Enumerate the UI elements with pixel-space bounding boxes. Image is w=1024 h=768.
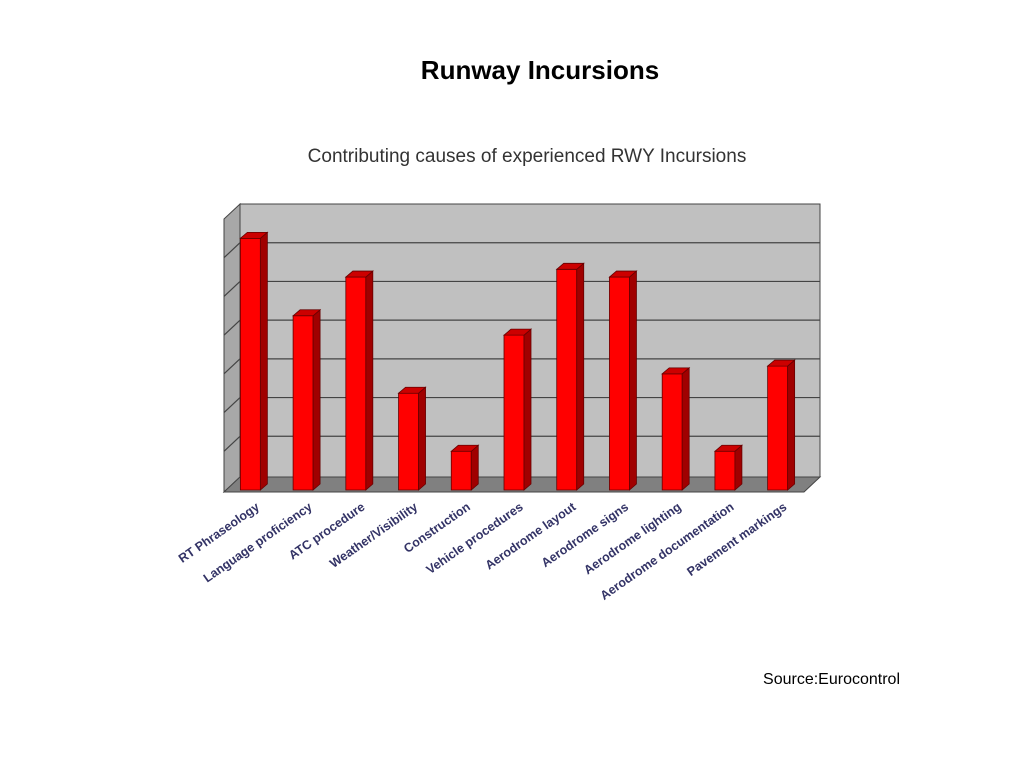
bar-top (450, 444, 480, 452)
grid-line-side (223, 319, 241, 336)
bar (292, 308, 322, 491)
bar-side (470, 444, 479, 491)
bar (713, 444, 743, 491)
bar-side (312, 308, 321, 491)
bar-side (365, 270, 374, 491)
chart-title: Contributing causes of experienced RWY I… (308, 146, 747, 167)
source-note: Source:Eurocontrol (763, 671, 900, 688)
grid-line-side (223, 435, 241, 452)
bar (450, 444, 480, 491)
bar (239, 231, 269, 491)
bar (661, 366, 691, 491)
bar-front (503, 334, 525, 491)
grid-line-side (223, 242, 241, 259)
x-tick-label: Weather/Visibility (327, 500, 420, 571)
bar (502, 328, 533, 491)
bar-top (661, 367, 691, 375)
bar-front (345, 276, 367, 491)
bar-side (259, 231, 268, 491)
x-tick-label: Pavement markings (684, 500, 789, 579)
bar-side (734, 444, 743, 491)
bar-front (450, 450, 472, 491)
grid-line-side (223, 280, 241, 297)
x-tick-label: Aerodrome signs (539, 500, 631, 570)
bar (397, 386, 427, 491)
x-tick-label: Aerodrome lighting (581, 500, 683, 578)
bar-top (239, 231, 269, 239)
bar-side (523, 328, 532, 491)
bar-front (609, 276, 630, 491)
bar-side (629, 270, 637, 491)
bar-side (576, 262, 585, 491)
bar-top (397, 386, 427, 394)
bar (766, 359, 796, 491)
bar-top (502, 328, 533, 336)
bar-front (714, 450, 736, 491)
x-tick-label: Aerodrome layout (483, 499, 579, 572)
bar-front (398, 392, 419, 491)
bar-top (555, 262, 585, 270)
grid-line-side (223, 397, 241, 414)
bar-front (767, 365, 789, 491)
x-tick-label: Vehicle procedures (424, 500, 526, 577)
bar-top (292, 309, 322, 317)
bar-top (766, 359, 796, 367)
bar-side (418, 386, 426, 491)
bar (344, 270, 374, 491)
bar-top (608, 270, 638, 278)
grid-line-side (223, 358, 241, 375)
bar-side (681, 366, 690, 491)
bar-top (713, 444, 743, 452)
slide-title: Runway Incursions (421, 55, 659, 85)
bar-front (661, 373, 683, 491)
bar (555, 262, 585, 491)
bar-top (344, 270, 374, 278)
bar-front (556, 268, 578, 491)
bar-front (292, 315, 314, 491)
bar (608, 270, 638, 491)
bar-side (787, 359, 796, 491)
bar-front (239, 237, 261, 491)
